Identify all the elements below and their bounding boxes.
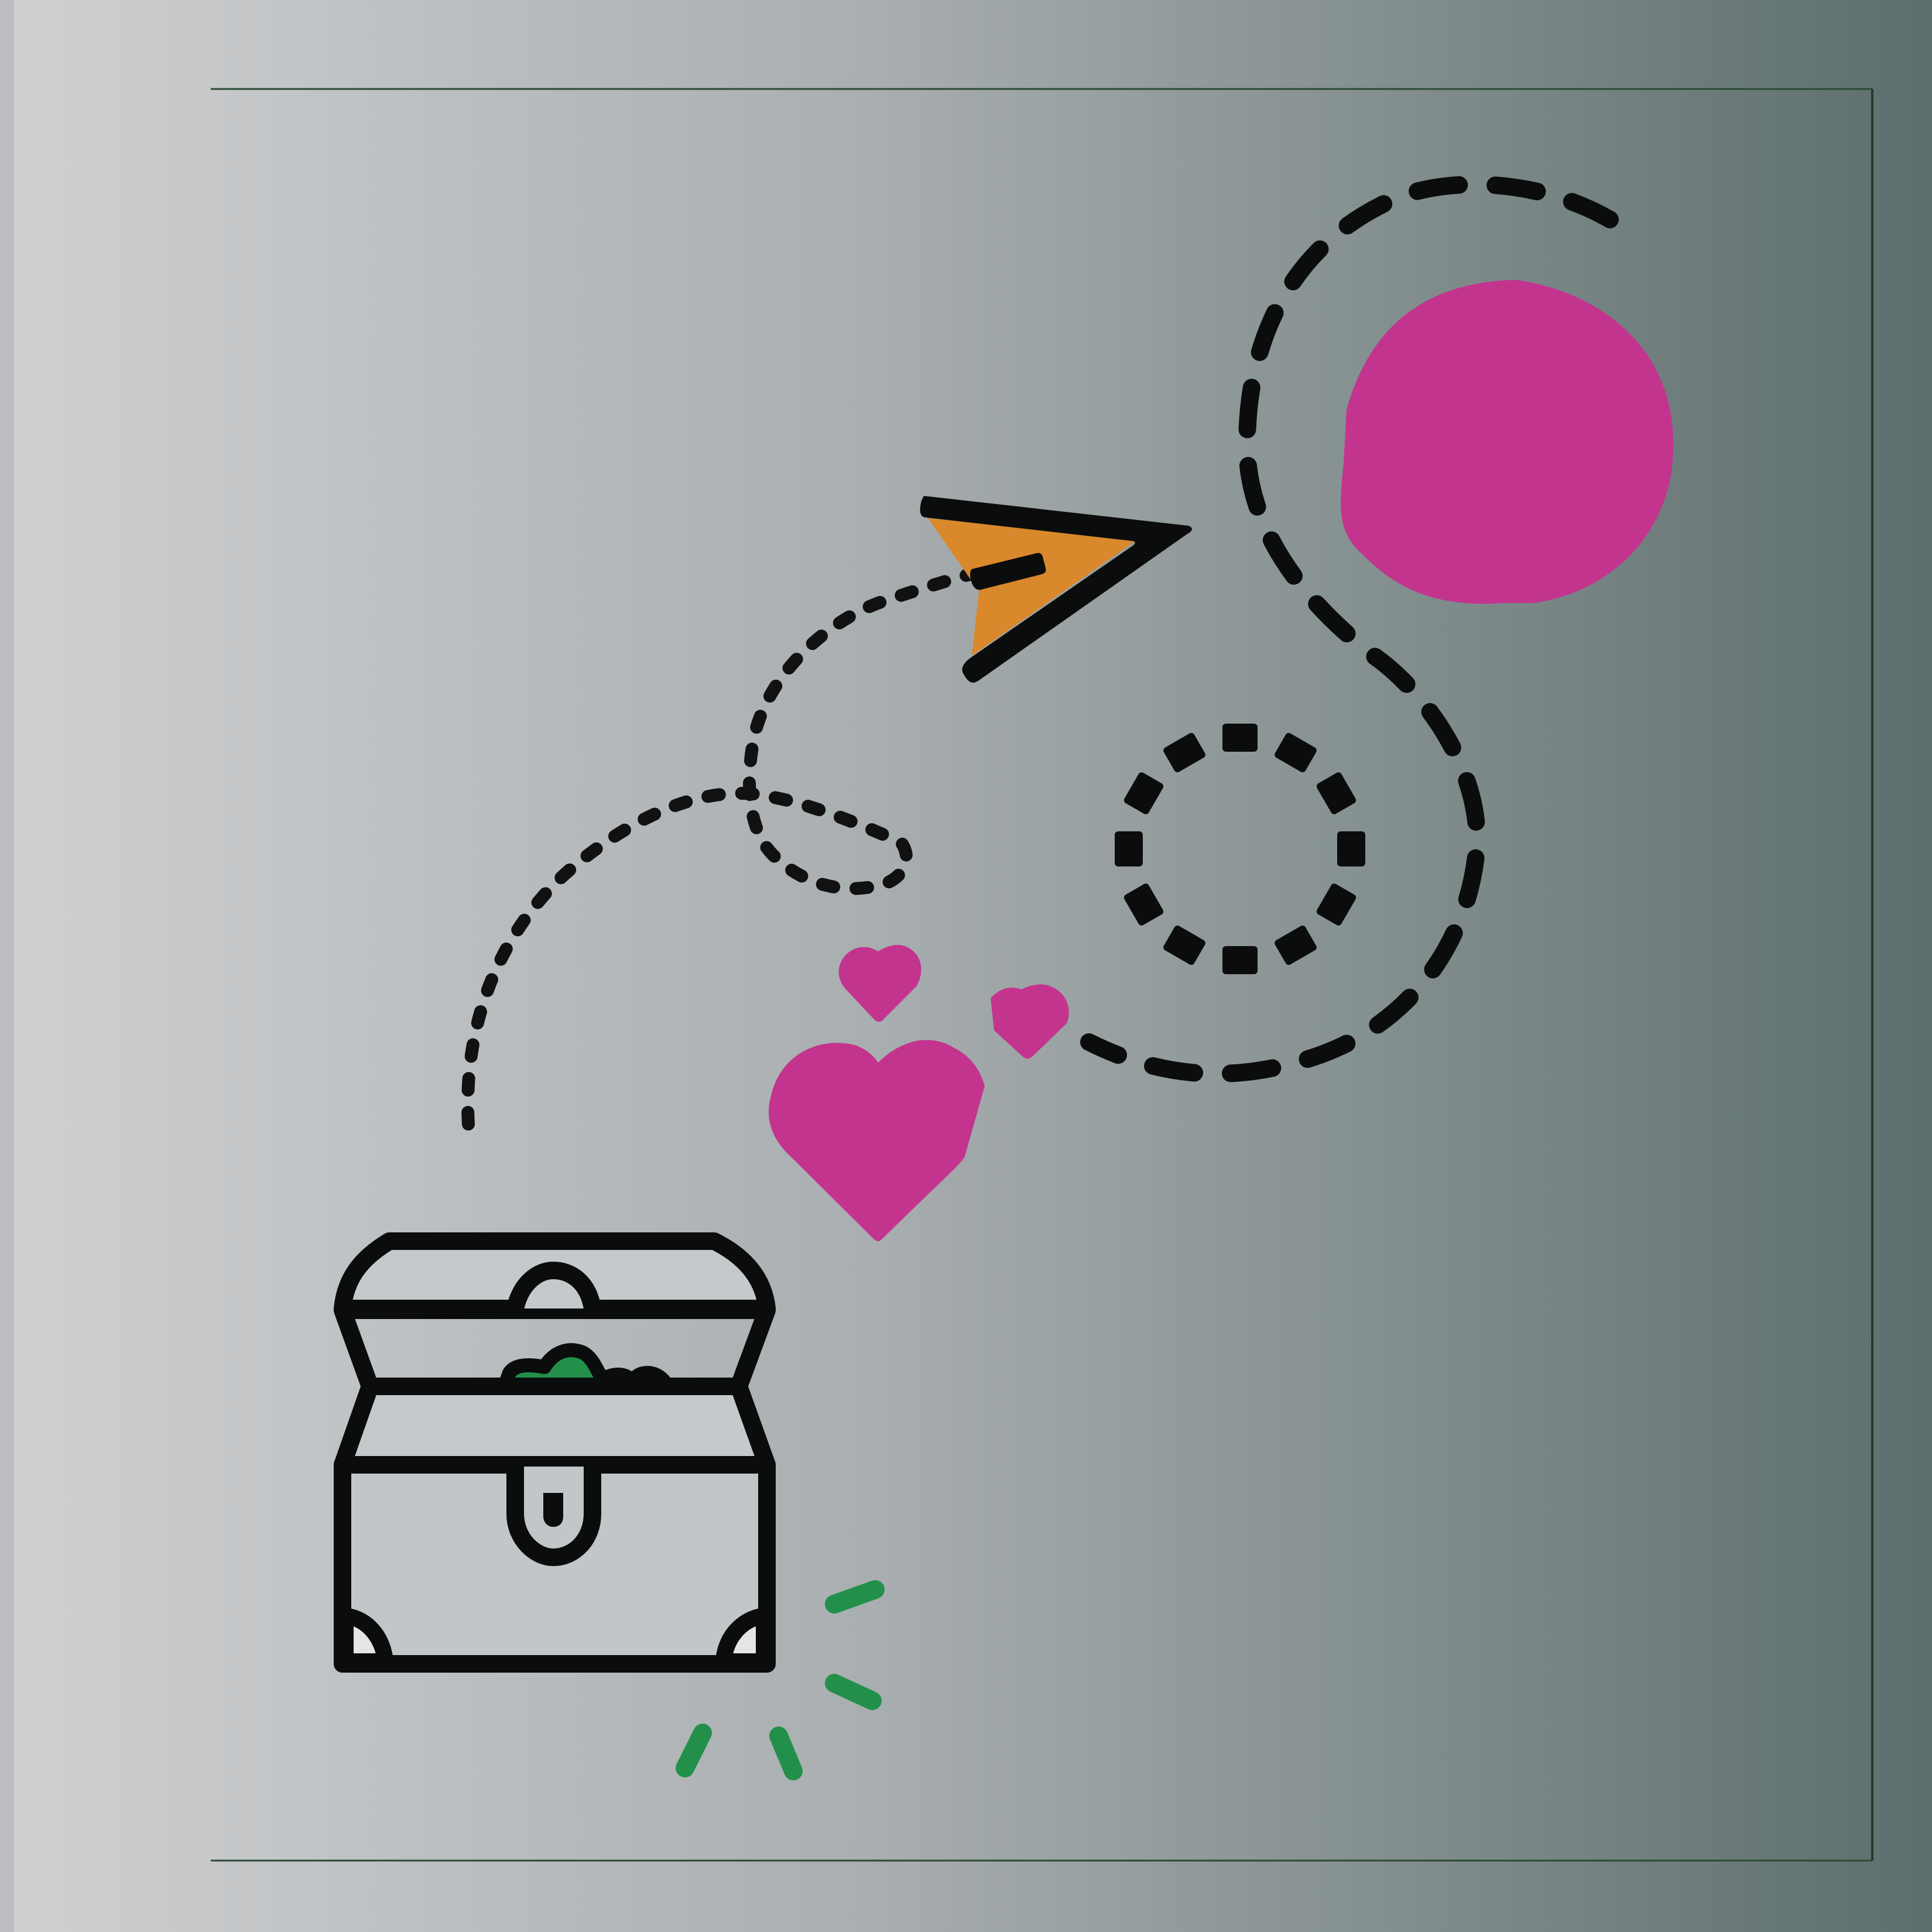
- plane-top-edge: [920, 496, 1192, 683]
- chest-corner-left: [337, 1606, 395, 1670]
- ring-dash-block: [1316, 772, 1356, 814]
- heart-icon: [769, 1040, 985, 1242]
- heart-small-icon: [838, 945, 922, 1022]
- ring-dash-block: [1163, 732, 1205, 773]
- chest-corner-right: [715, 1606, 772, 1670]
- plane-fold-line: [970, 553, 1046, 590]
- ring-dash-block: [1123, 883, 1164, 926]
- hearts-group: [769, 945, 1069, 1242]
- ring-dash-block: [1337, 831, 1365, 866]
- left-edge-strip: [0, 0, 14, 1932]
- sparkle-icon: [676, 1724, 712, 1777]
- plane-orange-fill: [928, 518, 1139, 656]
- sparkle-icon: [825, 1674, 882, 1710]
- chest-keyhole: [543, 1493, 563, 1527]
- chest-body-top: [334, 1378, 776, 1474]
- paper-plane-icon: [920, 496, 1192, 683]
- ring-dash-block: [1275, 925, 1317, 965]
- chest-lid-latch: [506, 1261, 601, 1311]
- ring-dash-block: [1115, 831, 1143, 866]
- ring-dash-block: [1275, 732, 1317, 773]
- heart-small-icon: [991, 984, 1069, 1059]
- ring-dash-block: [1222, 946, 1258, 974]
- sparkle-icon: [825, 1580, 885, 1614]
- dashed-ring-icon: [1115, 724, 1365, 974]
- ring-dash-block: [1123, 772, 1164, 814]
- sun-circle-icon: [1341, 280, 1674, 604]
- ring-dash-block: [1316, 883, 1356, 926]
- treasure-chest-icon: [334, 1232, 776, 1673]
- ring-dash-block: [1222, 724, 1258, 752]
- flight-dotted-path: [461, 564, 990, 1131]
- sun-orbit-dashed-path: [1080, 176, 1619, 1083]
- sparkle-icon: [769, 1727, 803, 1780]
- ring-dash-block: [1163, 925, 1205, 965]
- sparkles-group: [676, 1580, 885, 1780]
